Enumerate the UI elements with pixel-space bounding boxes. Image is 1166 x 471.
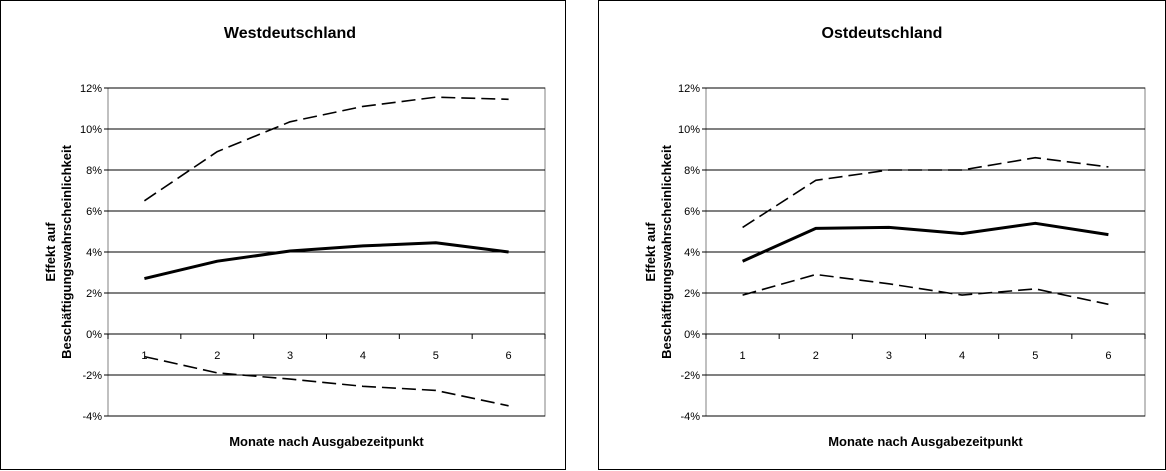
y-tick-label: 0% — [684, 329, 700, 341]
y-axis-title-line-2: Beschäftigungswahrscheinlichkeit — [59, 144, 74, 359]
dashed-series-line-0 — [742, 156, 1109, 229]
x-tick-label: 1 — [740, 350, 746, 362]
y-tick-label: 0% — [86, 329, 102, 341]
y-tick-label: -4% — [680, 411, 700, 423]
x-axis-title: Monate nach Ausgabezeitpunkt — [828, 434, 1023, 449]
dashed-series-line-2 — [742, 273, 1109, 306]
x-tick-label: 4 — [959, 350, 965, 362]
x-tick-label: 3 — [287, 350, 293, 362]
chart-panel-east: Ostdeutschland -4% -2% 0% 2% 4% 6% 8% 10% 12% 1 2 3 4… — [598, 0, 1166, 470]
chart-title: Westdeutschland — [224, 25, 356, 42]
y-tick-label: 8% — [86, 165, 102, 177]
x-tick-label: 6 — [506, 350, 512, 362]
chart-panel-west: Westdeutschland -4% -2% 0% 2% 4% 6% 8% 10% 12% 1 2 3… — [0, 0, 566, 470]
y-tick-label: -4% — [82, 411, 102, 423]
y-tick-label: 6% — [86, 206, 102, 218]
x-tick-label: 2 — [813, 350, 819, 362]
y-tick-label: 8% — [684, 165, 700, 177]
chart-east: Ostdeutschland -4% -2% 0% 2% 4% 6% 8% 10% 12% 1 2 3 4… — [643, 25, 1146, 449]
x-axis-title: Monate nach Ausgabezeitpunkt — [229, 434, 424, 449]
y-axis-title-line-1: Effekt auf — [43, 222, 58, 282]
y-axis-title-line-1: Effekt auf — [643, 222, 658, 282]
y-tick-label: 2% — [684, 288, 700, 300]
y-tick-label: 4% — [86, 247, 102, 259]
y-tick-label: 12% — [678, 83, 700, 95]
dashed-series-line-0 — [143, 96, 509, 202]
x-tick-label: 3 — [886, 350, 892, 362]
x-tick-label: 5 — [1032, 350, 1038, 362]
y-axis-title-line-2: Beschäftigungswahrscheinlichkeit — [659, 144, 674, 359]
y-tick-label: 6% — [684, 206, 700, 218]
y-tick-label: -2% — [680, 370, 700, 382]
y-tick-label: 10% — [80, 124, 102, 136]
y-tick-label: 12% — [80, 83, 102, 95]
solid-series-line-1 — [144, 241, 509, 281]
chart-title: Ostdeutschland — [822, 25, 943, 42]
chart-west: Westdeutschland -4% -2% 0% 2% 4% 6% 8% 10% 12% 1 2 3… — [43, 25, 546, 449]
y-tick-label: -2% — [82, 370, 102, 382]
y-tick-label: 4% — [684, 247, 700, 259]
x-tick-label: 6 — [1105, 350, 1111, 362]
solid-series-line-1 — [741, 221, 1109, 263]
x-tick-label: 5 — [433, 350, 439, 362]
dashed-series-line-2 — [144, 355, 509, 407]
y-tick-label: 2% — [86, 288, 102, 300]
y-tick-label: 10% — [678, 124, 700, 136]
x-tick-label: 4 — [360, 350, 366, 362]
x-tick-label: 2 — [214, 350, 220, 362]
x-tick-label: 1 — [141, 350, 147, 362]
